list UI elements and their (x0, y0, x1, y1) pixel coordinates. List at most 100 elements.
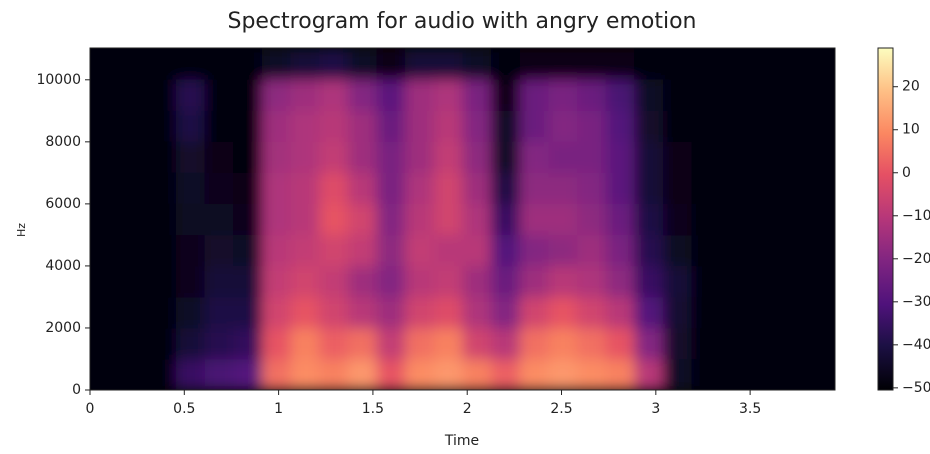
spectrogram-cell (262, 79, 291, 111)
spectrogram-cell (147, 359, 176, 391)
spectrogram-cell (377, 141, 406, 173)
spectrogram-cell (434, 141, 463, 173)
spectrogram-cell (434, 203, 463, 235)
spectrogram-cell (606, 79, 635, 111)
spectrogram-cell (720, 79, 749, 111)
spectrogram-cell (377, 359, 406, 391)
spectrogram-cell (434, 235, 463, 267)
spectrogram-cell (520, 48, 549, 80)
spectrogram-cell (205, 359, 234, 391)
spectrogram-cell (577, 203, 606, 235)
spectrogram-cell (90, 203, 119, 235)
spectrogram-cell (176, 297, 205, 329)
spectrogram-cell (262, 235, 291, 267)
spectrogram-cell (147, 297, 176, 329)
spectrogram-cell (291, 110, 320, 142)
spectrogram-cell (348, 172, 377, 204)
spectrogram-cell (205, 328, 234, 360)
spectrogram-cell (548, 48, 577, 80)
spectrogram-cell (319, 48, 348, 80)
spectrogram-cell (319, 203, 348, 235)
spectrogram-cell (520, 141, 549, 173)
spectrogram-cell (548, 203, 577, 235)
spectrogram-cell (520, 79, 549, 111)
spectrogram-cell (606, 328, 635, 360)
spectrogram-cell (176, 172, 205, 204)
x-axis-label: Time (444, 433, 479, 449)
spectrogram-cell (262, 48, 291, 80)
spectrogram-cell (348, 110, 377, 142)
spectrogram-cell (663, 79, 692, 111)
spectrogram-cell (692, 203, 721, 235)
spectrogram-cell (319, 297, 348, 329)
spectrogram-cell (606, 172, 635, 204)
spectrogram-cell (720, 110, 749, 142)
spectrogram-cell (119, 48, 148, 80)
spectrogram-cell (663, 110, 692, 142)
spectrogram-cell (377, 297, 406, 329)
spectrogram-cell (205, 141, 234, 173)
spectrogram-cell (90, 79, 119, 111)
spectrogram-cell (119, 359, 148, 391)
spectrogram-cell (720, 203, 749, 235)
colorbar-tick-label: −20 (902, 251, 930, 267)
spectrogram-cell (405, 297, 434, 329)
spectrogram-cell (377, 203, 406, 235)
spectrogram-cell (463, 328, 492, 360)
spectrogram-cell (778, 359, 807, 391)
spectrogram-cell (233, 328, 262, 360)
spectrogram-cell (291, 235, 320, 267)
spectrogram-cell (377, 110, 406, 142)
spectrogram-cell (634, 172, 663, 204)
spectrogram-cell (119, 235, 148, 267)
y-tick-label: 4000 (45, 258, 81, 274)
spectrogram-cell (634, 141, 663, 173)
spectrogram-cell (176, 79, 205, 111)
spectrogram-cell (463, 203, 492, 235)
spectrogram-cell (119, 266, 148, 298)
spectrogram-cell (119, 297, 148, 329)
spectrogram-cell (147, 48, 176, 80)
spectrogram-cell (634, 235, 663, 267)
spectrogram-cell (663, 141, 692, 173)
spectrogram-cell (520, 203, 549, 235)
spectrogram-cell (348, 297, 377, 329)
spectrogram-cell (577, 235, 606, 267)
spectrogram-cell (434, 172, 463, 204)
spectrogram-cell (291, 297, 320, 329)
spectrogram-cell (806, 141, 835, 173)
spectrogram-cell (548, 110, 577, 142)
spectrogram-cell (749, 110, 778, 142)
spectrogram-cell (291, 266, 320, 298)
spectrogram-cell (147, 110, 176, 142)
spectrogram-cell (577, 297, 606, 329)
spectrogram-cell (463, 110, 492, 142)
spectrogram-cell (577, 110, 606, 142)
spectrogram-cell (778, 203, 807, 235)
spectrogram-cell (749, 172, 778, 204)
spectrogram-cell (491, 172, 520, 204)
spectrogram-cell (319, 235, 348, 267)
spectrogram-cell (806, 172, 835, 204)
spectrogram-cell (348, 79, 377, 111)
spectrogram-cell (377, 172, 406, 204)
spectrogram-cell (606, 266, 635, 298)
spectrogram-cell (262, 359, 291, 391)
spectrogram-cell (548, 297, 577, 329)
spectrogram-cell (463, 48, 492, 80)
spectrogram-cell (806, 297, 835, 329)
spectrogram-cell (663, 328, 692, 360)
spectrogram-cell (262, 297, 291, 329)
spectrogram-cell (405, 359, 434, 391)
spectrogram-cell (663, 235, 692, 267)
y-tick-label: 2000 (45, 320, 81, 336)
spectrogram-cell (233, 266, 262, 298)
spectrogram-cell (205, 172, 234, 204)
spectrogram-cell (720, 266, 749, 298)
x-tick-label: 0.5 (173, 401, 195, 417)
spectrogram-cell (377, 235, 406, 267)
spectrogram-cell (720, 359, 749, 391)
x-tick-label: 0 (86, 401, 95, 417)
colorbar (878, 48, 893, 390)
spectrogram-cell (634, 266, 663, 298)
